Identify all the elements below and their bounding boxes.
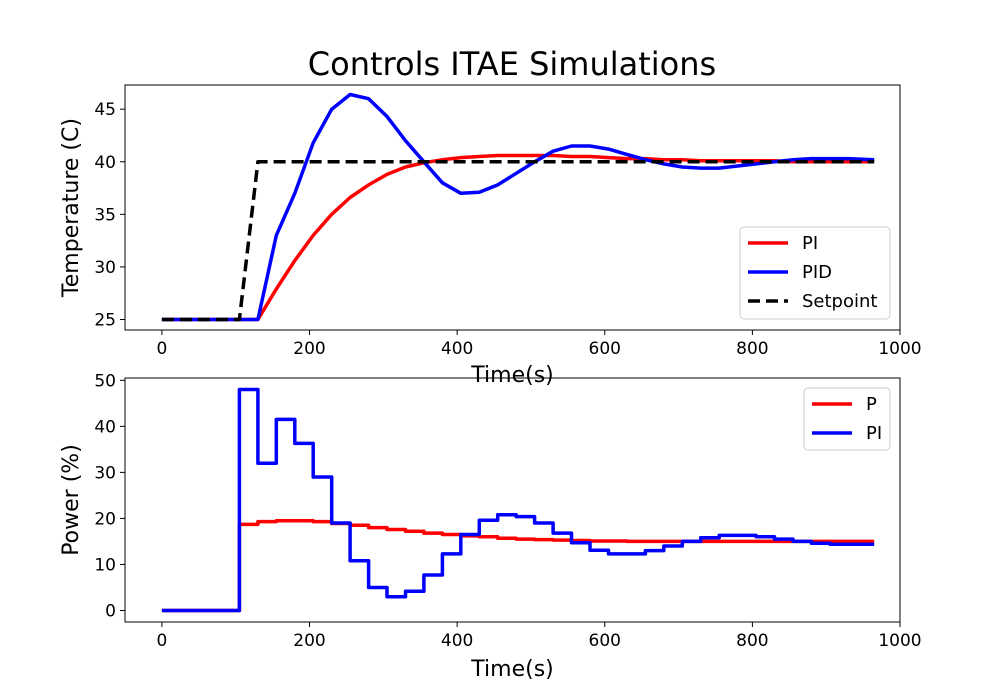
power-plot-lines — [161, 387, 875, 613]
temperature-legend-label-pid: PID — [802, 262, 832, 283]
temperature-y-tick-label: 30 — [94, 258, 116, 278]
temperature-x-tick-label: 800 — [736, 339, 768, 359]
temperature-y-tick-label: 40 — [94, 153, 116, 173]
temperature-legend-label-setpoint: Setpoint — [802, 291, 877, 312]
temperature-y-axis-label: Temperature (C) — [59, 118, 84, 298]
power-y-axis-label: Power (%) — [59, 444, 84, 556]
power-ticks: 0 200 400 600 800 1000 0 10 20 30 40 50 — [94, 371, 921, 651]
power-y-tick-label: 30 — [94, 463, 116, 483]
power-y-tick-label: 0 — [105, 601, 116, 621]
power-x-tick-label: 400 — [441, 631, 473, 651]
temperature-x-tick-label: 1000 — [878, 339, 921, 359]
chart-title: Controls ITAE Simulations — [308, 45, 716, 83]
temperature-axes-frame — [124, 84, 901, 331]
temperature-axes: 0 200 400 600 800 1000 25 30 35 40 45 Time(s) Temp… — [59, 84, 922, 388]
power-legend: P PI — [803, 387, 891, 451]
power-x-tick-label: 600 — [589, 631, 621, 651]
temperature-legend-box — [739, 226, 891, 320]
temperature-legend: PI PID Setpoint — [739, 226, 891, 320]
temperature-x-tick-label: 400 — [441, 339, 473, 359]
power-x-tick-label: 800 — [736, 631, 768, 651]
power-series-pi-line — [161, 387, 875, 613]
temperature-legend-label-pi: PI — [802, 233, 818, 254]
temperature-y-tick-label: 25 — [94, 310, 116, 330]
temperature-y-tick-label: 35 — [94, 205, 116, 225]
power-y-tick-label: 20 — [94, 509, 116, 529]
temperature-x-tick-label: 200 — [293, 339, 325, 359]
temperature-series-pid-line — [161, 92, 875, 322]
temperature-x-tick-label: 0 — [156, 339, 167, 359]
power-x-axis-label: Time(s) — [470, 657, 553, 682]
temperature-y-tick-label: 45 — [94, 100, 116, 120]
power-axes: 0 200 400 600 800 1000 0 10 20 30 40 50 Time(s) Pow… — [59, 371, 922, 682]
power-y-tick-label: 40 — [94, 417, 116, 437]
power-legend-label-p: P — [866, 394, 877, 415]
power-y-tick-label: 50 — [94, 371, 116, 391]
temperature-ticks: 0 200 400 600 800 1000 25 30 35 40 45 — [94, 100, 921, 359]
power-y-tick-label: 10 — [94, 555, 116, 575]
temperature-x-axis-label: Time(s) — [470, 363, 553, 388]
power-axes-frame — [124, 377, 901, 623]
temperature-series-setpoint-line — [161, 160, 875, 322]
temperature-plot-lines — [161, 92, 875, 322]
power-x-tick-label: 200 — [293, 631, 325, 651]
power-x-tick-label: 1000 — [878, 631, 921, 651]
power-x-tick-label: 0 — [156, 631, 167, 651]
power-legend-label-pi: PI — [866, 423, 882, 444]
temperature-x-tick-label: 600 — [589, 339, 621, 359]
